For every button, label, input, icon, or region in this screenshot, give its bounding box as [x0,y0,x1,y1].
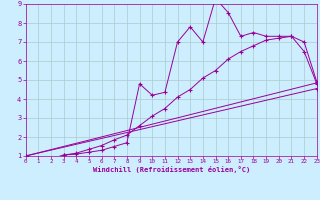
X-axis label: Windchill (Refroidissement éolien,°C): Windchill (Refroidissement éolien,°C) [92,166,250,173]
